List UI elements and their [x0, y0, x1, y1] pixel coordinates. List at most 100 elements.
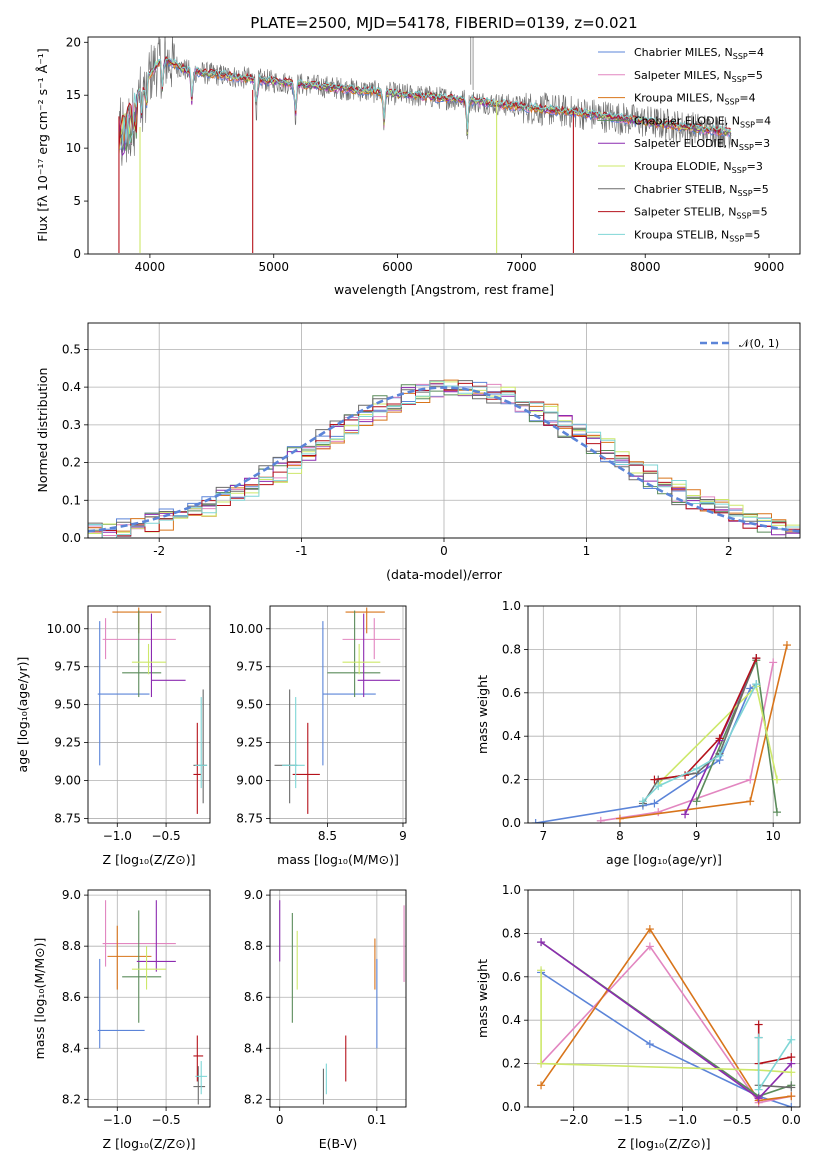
y-tick-label: 5 [73, 194, 81, 208]
y-tick-label: 8.6 [62, 990, 81, 1004]
weight_vs_Z-frame [527, 889, 801, 1108]
y-tick-label: 0 [73, 247, 81, 261]
legend-eq: =4 [755, 114, 771, 127]
x-tick-label: 2 [725, 544, 733, 558]
clip-mass_vs_ebv-plot [279, 900, 405, 1105]
weight-line-chabrier_miles [540, 971, 792, 1107]
legend-sub: SSP [739, 143, 754, 152]
legend-sub: SSP [736, 212, 751, 221]
legend-label: Salpeter STELIB, N [634, 206, 736, 219]
legend-entry: Salpeter ELODIE, NSSP=3 [634, 137, 770, 152]
legend-eq: =5 [753, 183, 769, 196]
y-tick-label: 0.0 [502, 816, 521, 830]
y-tick-label: 0.4 [502, 1013, 521, 1027]
age_vs_Z-frame [87, 605, 211, 824]
y-tick-label: 0.0 [62, 531, 81, 545]
legend-sub: SSP [740, 120, 755, 129]
y-tick-label: 0.6 [502, 970, 521, 984]
weight-line-kroupa_miles [540, 927, 792, 1102]
x-tick-label: −0.5 [152, 829, 181, 843]
legend-entry: Chabrier STELIB, NSSP=5 [634, 183, 769, 198]
y-tick-label: 10.00 [229, 622, 263, 636]
legend-entry: 𝒩(0, 1) [739, 337, 779, 350]
x-tick-label: 4000 [135, 260, 166, 274]
mass_vs_Z-axes [84, 890, 210, 1111]
y-tick-label: 8.75 [236, 811, 263, 825]
y-tick-label: 0.2 [502, 773, 521, 787]
y-tick-label: 9.25 [54, 736, 81, 750]
legend-sub: SSP [732, 75, 747, 84]
legend-sub: SSP [729, 234, 744, 243]
y-tick-label: 0.0 [502, 1100, 521, 1114]
legend-eq: =5 [744, 228, 760, 241]
legend-eq: =4 [748, 46, 764, 59]
plot-title: PLATE=2500, MJD=54178, FIBERID=0139, z=0… [250, 14, 637, 32]
weight-line-salpeter_miles [540, 945, 792, 1104]
y-tick-label: 9.25 [236, 736, 263, 750]
legend-label: Chabrier STELIB, N [634, 183, 738, 196]
x-tick-label: 0.1 [367, 1113, 386, 1127]
weight_vs_age-frame [527, 605, 801, 824]
x-tick-label: 7000 [506, 260, 537, 274]
y-tick-label: 9.00 [236, 774, 263, 788]
x-axis-label: Z [log₁₀(Z/Z⊙)] [103, 852, 196, 867]
legend-entry: Salpeter MILES, NSSP=5 [634, 69, 763, 84]
y-tick-label: 10 [66, 141, 81, 155]
legend-eq: =3 [754, 137, 770, 150]
legend-label: Kroupa STELIB, N [634, 228, 729, 241]
legend-eq: =5 [751, 206, 767, 219]
x-axis-label: E(B-V) [319, 1136, 358, 1151]
x-tick-label: −0.5 [722, 1113, 751, 1127]
legend-eq: =5 [747, 69, 763, 82]
y-tick-label: 8.8 [244, 939, 263, 953]
y-tick-label: 0.2 [502, 1057, 521, 1071]
y-tick-label: 9.50 [236, 698, 263, 712]
legend-label: Salpeter MILES, N [634, 69, 732, 82]
legend-label: Chabrier MILES, N [634, 46, 733, 59]
x-tick-label: 6000 [382, 260, 413, 274]
legend-label: Kroupa ELODIE, N [634, 160, 732, 173]
y-tick-label: 1.0 [502, 599, 521, 613]
clip-age_vs_Z-plot [97, 607, 208, 814]
weight-line-kroupa_miles [619, 644, 788, 820]
y-axis-label: mass weight [475, 675, 490, 754]
weight_vs_age-axes [524, 605, 800, 827]
age_vs_mass-frame [269, 605, 407, 824]
y-tick-label: 9.0 [62, 888, 81, 902]
x-tick-label: 8.5 [318, 829, 337, 843]
weight-line-salpeter_stelib [757, 1024, 792, 1065]
legend-eq: =4 [739, 92, 755, 105]
legend-sub: SSP [732, 166, 747, 175]
y-tick-label: 0.4 [502, 729, 521, 743]
y-tick-label: 0.1 [62, 493, 81, 507]
x-tick-label: −1.5 [614, 1113, 643, 1127]
y-tick-label: 0.2 [62, 456, 81, 470]
legend-label: Salpeter ELODIE, N [634, 137, 739, 150]
y-tick-label: 9.75 [236, 660, 263, 674]
spectrum-axes [84, 41, 770, 258]
x-tick-label: 0.0 [782, 1113, 801, 1127]
y-tick-label: 8.2 [244, 1092, 263, 1106]
y-tick-label: 9.00 [54, 774, 81, 788]
clip-mass_vs_Z-plot [97, 900, 208, 1105]
y-axis-label: age [log₁₀(age/yr)] [15, 657, 30, 773]
y-axis-label: Normed distribution [35, 368, 50, 493]
legend-entry: Kroupa STELIB, NSSP=5 [634, 228, 760, 243]
x-axis-label: wavelength [Angstrom, rest frame] [334, 282, 554, 297]
y-axis-label: mass weight [475, 959, 490, 1038]
clip-hist-plot [88, 379, 800, 538]
x-axis-label: age [log₁₀(age/yr)] [606, 852, 722, 867]
x-tick-label: 8 [616, 829, 624, 843]
y-tick-label: 0.4 [62, 380, 81, 394]
weight-line-chabrier_elodie [540, 941, 792, 1098]
x-tick-label: 9000 [754, 260, 785, 274]
y-tick-label: 8.75 [54, 811, 81, 825]
residual-frame [87, 322, 801, 539]
x-axis-label: Z [log₁₀(Z/Z⊙)] [618, 1136, 711, 1151]
x-tick-label: 7 [540, 829, 548, 843]
x-axis-label: (data-model)/error [386, 567, 503, 582]
legend-label: Chabrier ELODIE, N [634, 114, 740, 127]
x-tick-label: 5000 [258, 260, 289, 274]
x-tick-label: −0.5 [152, 1113, 181, 1127]
